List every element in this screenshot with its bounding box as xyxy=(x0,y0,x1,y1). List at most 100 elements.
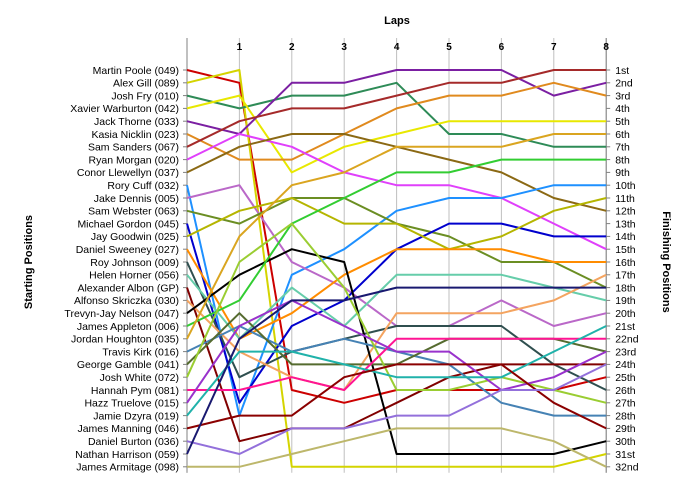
series-line xyxy=(186,158,607,327)
lap-tick-label: 4 xyxy=(394,42,400,53)
finishing-position-label: 4th xyxy=(615,103,630,115)
finishing-position-label: 2nd xyxy=(615,78,633,90)
finishing-position-label: 27th xyxy=(615,398,636,410)
series-name-label: Helen Horner (056) xyxy=(89,270,179,282)
series-line xyxy=(186,133,607,251)
finishing-position-label: 17th xyxy=(615,270,636,282)
series-line xyxy=(186,222,607,404)
finishing-position-label: 11th xyxy=(615,193,635,205)
series-line xyxy=(186,69,607,468)
series-name-label: Xavier Warburton (042) xyxy=(70,103,179,115)
series-name-label: Jordan Houghton (035) xyxy=(71,334,179,346)
series-name-label: Kasia Nicklin (023) xyxy=(91,129,179,141)
series-line xyxy=(186,273,607,391)
series-line xyxy=(186,299,607,404)
finishing-position-label: 26th xyxy=(615,385,636,397)
finishing-position-label: 19th xyxy=(615,295,636,307)
series-line xyxy=(186,363,607,455)
finishing-position-label: 30th xyxy=(615,436,636,448)
finishing-position-label: 13th xyxy=(615,218,636,230)
finishing-position-label: 29th xyxy=(615,423,636,435)
finishing-position-label: 7th xyxy=(615,142,630,154)
series-line xyxy=(186,287,607,443)
series-name-label: Ryan Morgan (020) xyxy=(89,154,179,166)
series-line xyxy=(186,197,607,251)
series-name-label: Jake Dennis (005) xyxy=(94,193,179,205)
series-name-label: Hazz Truelove (015) xyxy=(84,398,179,410)
series-name-label: Michael Gordon (045) xyxy=(77,218,179,230)
series-name-label: Sam Sanders (067) xyxy=(88,142,179,154)
series-line xyxy=(186,286,607,455)
series-name-label: Daniel Burton (036) xyxy=(88,436,179,448)
series-line xyxy=(186,81,607,161)
series-name-label: Travis Kirk (016) xyxy=(102,346,179,358)
series-line xyxy=(187,427,607,468)
finishing-position-label: 14th xyxy=(615,231,636,243)
finishing-position-label: 6th xyxy=(615,129,630,141)
series-name-label: Jay Goodwin (025) xyxy=(91,231,179,243)
series-name-label: Jamie Dzyra (019) xyxy=(93,410,179,422)
series-name-label: Trevyn-Jay Nelson (047) xyxy=(64,308,179,320)
finishing-position-label: 12th xyxy=(615,206,636,218)
finishing-position-label: 32nd xyxy=(615,462,639,474)
series-name-label: Josh Fry (010) xyxy=(111,90,179,102)
series-lines xyxy=(186,69,607,468)
series-line xyxy=(186,69,607,148)
finishing-position-label: 3rd xyxy=(615,90,630,102)
series-line xyxy=(187,337,607,391)
series-line xyxy=(186,261,607,391)
series-line xyxy=(186,325,607,417)
x-axis-title: Laps xyxy=(384,15,410,27)
lap-tick-label: 1 xyxy=(237,42,243,53)
series-name-label: Daniel Sweeney (027) xyxy=(76,244,179,256)
series-name-label: Alex Gill (089) xyxy=(113,78,179,90)
lap-tick-label: 8 xyxy=(603,42,609,53)
finishing-position-label: 10th xyxy=(615,180,636,192)
series-name-label: Martin Poole (049) xyxy=(93,65,179,77)
series-name-label: James Armitage (098) xyxy=(76,462,179,474)
finishing-position-labels: 1st2nd3rd4th5th6th7th8th9th10th11th12th1… xyxy=(615,65,639,474)
series-name-label: Alexander Albon (GP) xyxy=(77,282,179,294)
finishing-position-label: 5th xyxy=(615,116,630,128)
series-name-label: Conor Llewellyn (037) xyxy=(77,167,179,179)
series-name-label: Sam Webster (063) xyxy=(88,206,179,218)
series-name-label: Alfonso Skriczka (030) xyxy=(74,295,179,307)
series-name-label: Nathan Harrison (059) xyxy=(75,449,179,461)
finishing-position-label: 9th xyxy=(615,167,630,179)
grid-lines xyxy=(183,38,611,473)
finishing-position-label: 24th xyxy=(615,359,636,371)
lap-tick-label: 2 xyxy=(289,42,295,53)
finishing-position-label: 22nd xyxy=(615,334,639,346)
starting-position-labels: Martin Poole (049)Alex Gill (089)Josh Fr… xyxy=(64,65,179,474)
series-line xyxy=(186,248,607,455)
lap-tick-label: 3 xyxy=(341,42,347,53)
finishing-position-label: 18th xyxy=(615,282,636,294)
series-name-label: Josh White (072) xyxy=(100,372,179,384)
lap-tick-label: 5 xyxy=(446,42,452,53)
series-line xyxy=(186,273,607,340)
series-line xyxy=(186,133,607,340)
finishing-position-label: 15th xyxy=(615,244,636,256)
finishing-position-label: 28th xyxy=(615,410,636,422)
finishing-position-label: 31st xyxy=(615,449,635,461)
series-line xyxy=(186,94,607,174)
finishing-position-label: 25th xyxy=(615,372,636,384)
lap-tick-labels: 1 2 3 4 5 6 7 8 xyxy=(237,42,610,53)
finishing-position-label: 21st xyxy=(615,321,635,333)
finishing-position-label: 20th xyxy=(615,308,636,320)
finishing-position-label: 1st xyxy=(615,65,629,77)
series-name-label: Rory Cuff (032) xyxy=(107,180,179,192)
series-name-label: George Gamble (041) xyxy=(77,359,179,371)
series-line xyxy=(186,81,607,148)
series-name-label: Hannah Pym (081) xyxy=(91,385,179,397)
series-name-label: Roy Johnson (009) xyxy=(90,257,179,269)
left-axis-title: Starting Positions xyxy=(23,215,35,309)
finishing-position-label: 16th xyxy=(615,257,636,269)
right-axis-title: Finishing Positions xyxy=(660,211,672,312)
finishing-position-label: 8th xyxy=(615,154,630,166)
lap-tick-label: 7 xyxy=(551,42,557,53)
finishing-position-label: 23rd xyxy=(615,346,636,358)
series-name-label: James Appleton (006) xyxy=(77,321,179,333)
series-name-label: James Manning (046) xyxy=(77,423,179,435)
series-name-label: Jack Thorne (033) xyxy=(94,116,179,128)
